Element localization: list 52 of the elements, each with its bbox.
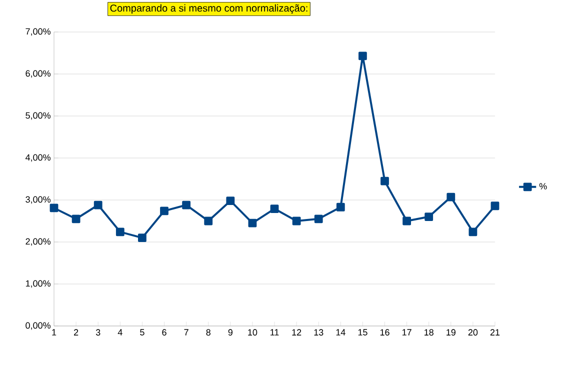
x-tick-label: 2 xyxy=(74,329,78,336)
x-tick-label: 11 xyxy=(270,329,279,336)
x-tick-label: 16 xyxy=(380,329,390,336)
x-tick-label: 10 xyxy=(248,329,258,336)
x-tick-label: 18 xyxy=(424,329,434,336)
point xyxy=(358,52,367,60)
x-tick-label: 6 xyxy=(162,329,166,336)
point xyxy=(182,200,191,210)
y-tick-label: 7,00% xyxy=(26,28,50,36)
x-tick-label: 12 xyxy=(292,329,302,336)
x-tick-label: 5 xyxy=(140,329,144,336)
point xyxy=(116,228,124,236)
point xyxy=(138,234,146,242)
y-tick-label: 6,00% xyxy=(26,70,50,78)
x-tick-label: 7 xyxy=(184,329,188,336)
y-tick-label: 3,00% xyxy=(26,196,50,204)
point xyxy=(248,218,257,228)
x-tick-label: 14 xyxy=(336,329,346,336)
y-tick-label: 2,00% xyxy=(26,238,50,246)
point xyxy=(270,204,279,214)
point xyxy=(424,212,434,221)
legend-label: % xyxy=(539,183,547,190)
point xyxy=(446,192,456,202)
x-tick-label: 8 xyxy=(206,329,210,336)
point xyxy=(160,206,168,216)
point xyxy=(490,202,500,210)
y-tick-label: 5,00% xyxy=(26,112,50,120)
point xyxy=(314,214,323,224)
x-tick-label: 19 xyxy=(446,329,456,336)
point xyxy=(468,228,478,236)
x-tick-label: 15 xyxy=(358,329,368,336)
point xyxy=(72,214,80,224)
x-tick-label: 17 xyxy=(402,329,412,336)
x-tick-label: 3 xyxy=(96,329,100,336)
x-tick-label: 13 xyxy=(314,329,324,336)
point xyxy=(226,196,235,206)
y-tick-label: 1,00% xyxy=(26,280,50,288)
point xyxy=(402,216,411,226)
x-tick-label: 1 xyxy=(52,329,56,336)
point xyxy=(50,204,58,212)
point xyxy=(292,216,301,226)
x-tick-label: 21 xyxy=(490,329,500,336)
x-tick-label: 9 xyxy=(228,329,232,336)
x-tick-label: 4 xyxy=(118,329,122,336)
x-tick-label: 20 xyxy=(468,329,478,336)
y-tick-label: 4,00% xyxy=(25,154,50,162)
point xyxy=(94,200,102,210)
y-tick-label: 0,00% xyxy=(26,322,50,330)
chart-title: Comparando a si mesmo com normalização: xyxy=(110,4,308,14)
point xyxy=(204,216,213,226)
point xyxy=(380,176,389,186)
point xyxy=(336,202,345,212)
